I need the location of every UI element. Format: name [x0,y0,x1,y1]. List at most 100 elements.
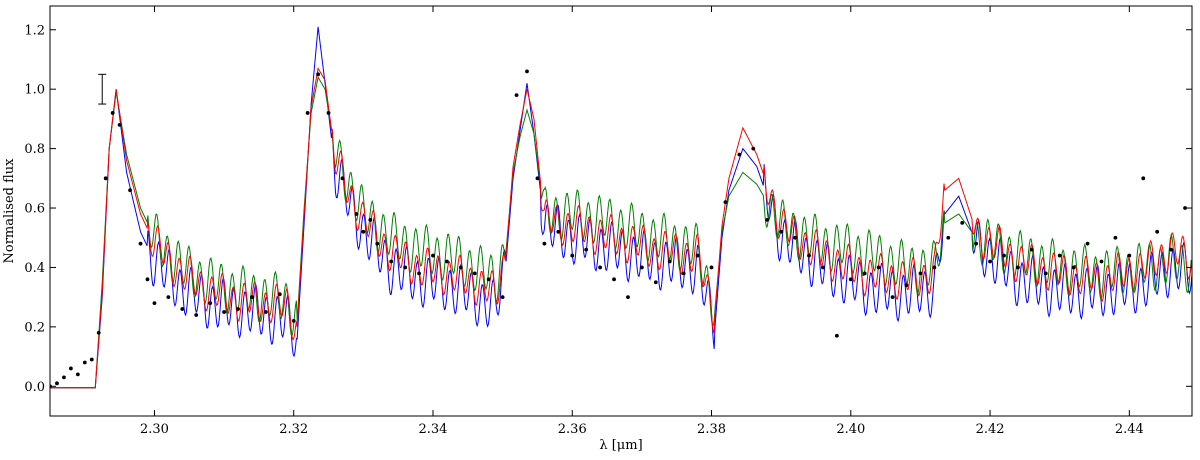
observed-point [145,277,150,282]
observed-point [639,265,644,270]
observed-point [277,292,282,297]
x-tick-label: 2.32 [279,422,308,437]
observed-point [1002,253,1006,258]
observed-point [974,241,979,246]
observed-point [222,310,226,314]
observed-point [89,357,94,362]
y-tick-label: 0.8 [24,142,45,157]
observed-point [1127,253,1132,258]
observed-point [445,259,449,264]
observed-point [1016,265,1020,270]
observed-point [1057,253,1062,258]
observed-point [556,229,561,234]
observed-point [626,295,630,300]
observed-point [500,295,505,300]
y-tick-label: 0.2 [24,320,45,335]
observed-point [584,247,589,252]
observed-point [361,229,366,234]
x-tick-label: 2.40 [836,422,865,437]
observed-point [904,283,909,288]
observed-point [417,271,421,276]
y-tick-label: 0.4 [24,261,45,276]
y-tick-label: 0.6 [24,202,45,217]
observed-point [535,176,540,181]
observed-point [316,72,320,77]
observed-point [62,375,66,380]
x-tick-label: 2.38 [697,422,726,437]
observed-point [793,235,797,240]
observed-point [1183,206,1187,210]
observed-point [110,111,115,115]
observed-point [263,310,268,314]
plot-frame [49,5,1193,417]
plot-content [50,26,1192,389]
observed-point [458,265,463,270]
observed-point [932,265,937,270]
observed-point [834,333,839,338]
x-tick-label: 2.42 [976,422,1005,437]
observed-point [291,319,296,323]
observed-point [779,229,784,234]
observed-point [1155,229,1160,234]
observed-point [82,360,87,365]
observed-point [514,93,519,98]
observed-point [612,277,616,282]
observed-point [525,69,529,74]
series-line-green [50,75,1192,389]
y-tick-label: 1.2 [24,23,45,38]
observed-point [570,253,575,258]
observed-point [667,259,672,264]
observed-point [1113,235,1118,240]
observed-point [389,259,394,264]
observed-point [194,313,199,317]
observed-point [876,265,881,270]
series-line-red [50,66,1192,389]
y-axis-label: Normalised flux [2,158,17,264]
y-tick-label: 0.0 [24,380,45,395]
observed-point [75,372,80,377]
observed-point [1141,176,1146,181]
observed-point [695,253,700,258]
observed-point [472,271,477,276]
observed-point [236,307,240,311]
observed-point [368,218,373,222]
observed-point [305,111,310,115]
x-tick-label: 2.44 [1115,422,1144,437]
observed-point [1029,247,1034,252]
observed-point [737,152,742,157]
observed-point [1085,241,1090,246]
observed-point [821,265,825,270]
observed-point [723,200,728,204]
observed-point [890,295,895,300]
observed-point [152,301,157,305]
observed-point [208,301,213,305]
observed-point [96,330,101,335]
observed-point [862,271,867,276]
observed-point [403,265,408,270]
observed-point [653,280,658,285]
observed-point [117,122,122,127]
observed-point [138,241,143,246]
observed-point [765,218,770,222]
observed-point [848,277,853,282]
observed-point [375,241,380,246]
observed-point [598,265,603,270]
observed-point [918,271,923,276]
observed-point [681,271,686,276]
series-line-blue [50,26,1192,389]
observed-point [250,295,254,300]
y-tick-label: 1.0 [24,83,45,98]
observed-point [68,366,73,371]
observed-point [166,295,171,300]
error-bar [98,73,107,105]
observed-point [960,220,965,225]
observed-point [807,253,811,258]
observed-point [988,259,992,264]
observed-point [55,381,59,386]
x-tick-label: 2.34 [419,422,448,437]
observed-point [542,241,547,246]
x-tick-label: 2.30 [140,422,169,437]
observed-point [1169,247,1174,252]
observed-point [340,176,345,181]
